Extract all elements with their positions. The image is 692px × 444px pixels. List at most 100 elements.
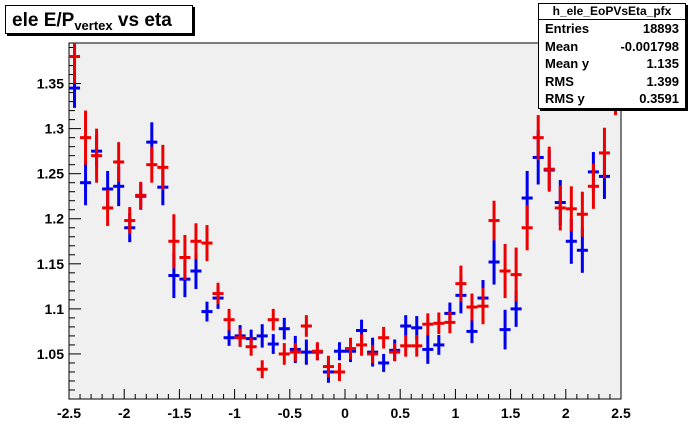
data-point bbox=[300, 339, 312, 365]
data-point bbox=[400, 315, 412, 337]
data-point bbox=[102, 189, 114, 226]
chart-title: ele E/Pvertex vs eta bbox=[5, 5, 193, 34]
data-point bbox=[367, 344, 379, 363]
data-point bbox=[411, 335, 423, 357]
x-tick-label: -1 bbox=[228, 405, 241, 421]
data-point bbox=[345, 337, 357, 360]
data-point bbox=[521, 205, 533, 251]
x-tick-label: 1.5 bbox=[501, 405, 521, 421]
data-point bbox=[565, 186, 577, 232]
data-point bbox=[356, 334, 368, 356]
data-point bbox=[422, 335, 434, 364]
x-tick-label: 1 bbox=[452, 405, 460, 421]
data-point bbox=[488, 200, 500, 241]
data-series bbox=[69, 43, 621, 383]
data-point bbox=[201, 301, 213, 322]
data-point bbox=[245, 337, 257, 356]
y-tick-label: 1.05 bbox=[37, 346, 64, 362]
data-point bbox=[212, 282, 224, 305]
data-point bbox=[234, 328, 246, 347]
data-point bbox=[168, 214, 180, 269]
title-rest: vs eta bbox=[112, 10, 172, 31]
data-point bbox=[333, 362, 345, 381]
data-point bbox=[333, 342, 345, 361]
stats-row-rms-y: RMS y 0.3591 bbox=[539, 90, 685, 108]
stats-key: RMS bbox=[545, 73, 574, 89]
data-point bbox=[179, 234, 191, 281]
data-point bbox=[300, 315, 312, 337]
data-point bbox=[433, 335, 445, 355]
x-tick-label: -2.5 bbox=[57, 405, 81, 421]
data-point bbox=[157, 144, 169, 190]
data-point bbox=[267, 334, 279, 354]
x-tick-label: -2 bbox=[118, 405, 131, 421]
x-tick-label: 0.5 bbox=[390, 405, 410, 421]
data-point bbox=[289, 343, 301, 362]
data-point bbox=[389, 343, 401, 362]
stats-value: 0.3591 bbox=[639, 91, 679, 106]
y-tick-label: 1.15 bbox=[37, 256, 64, 272]
data-point bbox=[267, 308, 279, 331]
stats-box: h_ele_EoPVsEta_pfx Entries 18893 Mean -0.0… bbox=[538, 3, 686, 109]
stats-key: Mean bbox=[545, 38, 579, 54]
data-point bbox=[444, 311, 456, 334]
data-point bbox=[378, 353, 390, 372]
data-point bbox=[554, 185, 566, 231]
data-point bbox=[322, 355, 334, 378]
y-axis: 1.05 1.1 1.15 1.2 1.25 1.3 1.35 bbox=[37, 47, 81, 400]
x-tick-label: 0 bbox=[341, 405, 349, 421]
data-point bbox=[124, 207, 136, 235]
data-point bbox=[223, 329, 235, 346]
y-tick-label: 1.2 bbox=[45, 211, 65, 227]
data-point bbox=[80, 110, 92, 165]
data-point bbox=[477, 288, 489, 325]
data-point bbox=[587, 163, 599, 209]
stats-row-entries: Entries 18893 bbox=[539, 20, 685, 38]
data-point bbox=[278, 317, 290, 340]
data-point bbox=[201, 225, 213, 262]
data-point bbox=[455, 265, 467, 302]
stats-value: -0.001798 bbox=[620, 38, 679, 54]
stats-value: 1.399 bbox=[646, 73, 679, 89]
data-point bbox=[499, 309, 511, 350]
data-point bbox=[433, 312, 445, 335]
title-main: ele E/P bbox=[12, 10, 75, 31]
stats-key: Entries bbox=[545, 21, 590, 36]
data-point bbox=[422, 313, 434, 336]
data-point bbox=[80, 160, 92, 206]
x-tick-label: 2.5 bbox=[611, 405, 631, 421]
stats-row-mean-y: Mean y 1.135 bbox=[539, 55, 685, 73]
x-axis: -2.5 -2 -1.5 -1 -0.5 0 0.5 1 1.5 2 2.5 bbox=[57, 389, 631, 421]
x-tick-label: 2 bbox=[562, 405, 570, 421]
data-point bbox=[598, 127, 610, 179]
data-point bbox=[400, 335, 412, 357]
data-point bbox=[543, 146, 555, 192]
data-point bbox=[278, 343, 290, 365]
stats-value: 18893 bbox=[642, 21, 679, 36]
data-point bbox=[69, 43, 81, 84]
data-point bbox=[311, 342, 323, 361]
data-point bbox=[91, 128, 103, 183]
data-point bbox=[256, 360, 268, 379]
data-point bbox=[499, 243, 511, 299]
data-point bbox=[113, 142, 125, 182]
data-point bbox=[466, 293, 478, 321]
data-point bbox=[190, 223, 202, 260]
data-point bbox=[466, 319, 478, 344]
stats-key: RMS y bbox=[545, 91, 585, 106]
x-tick-label: -1.5 bbox=[167, 405, 191, 421]
data-point bbox=[510, 247, 522, 302]
stats-row-rms: RMS 1.399 bbox=[539, 73, 685, 91]
data-point bbox=[146, 146, 158, 183]
y-tick-label: 1.3 bbox=[45, 121, 65, 137]
stats-row-mean: Mean -0.001798 bbox=[539, 38, 685, 56]
plot-frame bbox=[68, 42, 622, 400]
stats-key: Mean y bbox=[545, 56, 590, 71]
data-point bbox=[488, 239, 500, 285]
data-point bbox=[378, 326, 390, 349]
data-point bbox=[576, 191, 588, 237]
data-point bbox=[532, 115, 544, 161]
data-point bbox=[135, 181, 147, 209]
y-tick-label: 1.1 bbox=[45, 301, 65, 317]
